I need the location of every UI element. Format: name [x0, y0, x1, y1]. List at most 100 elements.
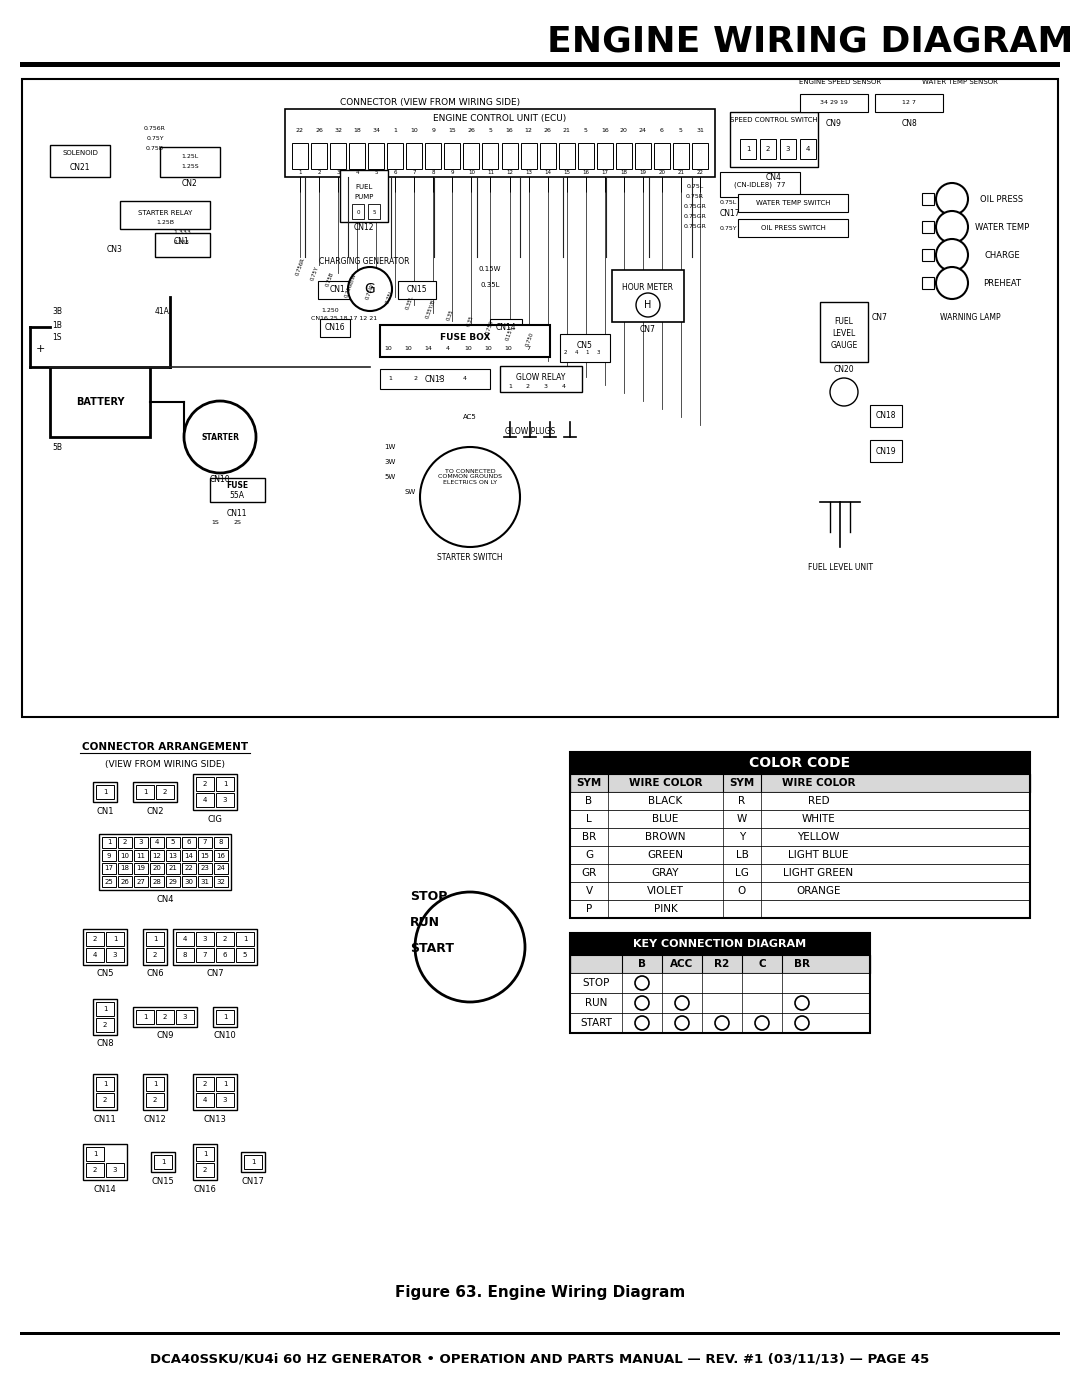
Text: 0.75B: 0.75B	[146, 147, 164, 151]
Text: 0.75Y: 0.75Y	[719, 226, 737, 232]
Text: CN12: CN12	[144, 1115, 166, 1123]
Text: 27: 27	[136, 879, 146, 884]
Bar	[692, 142, 708, 169]
Bar	[320, 319, 350, 337]
Text: B: B	[585, 796, 593, 806]
Text: 10: 10	[410, 129, 418, 134]
Bar	[561, 334, 610, 362]
Text: ACC: ACC	[671, 958, 693, 970]
Bar	[195, 1147, 214, 1161]
Text: 1: 1	[585, 351, 589, 355]
Bar	[156, 233, 210, 257]
Bar	[285, 109, 715, 177]
Text: 1.25B: 1.25B	[156, 219, 174, 225]
Text: 11: 11	[487, 170, 494, 176]
Bar	[198, 837, 212, 848]
Text: 2: 2	[318, 170, 321, 176]
Bar	[738, 194, 848, 212]
Bar	[134, 849, 148, 861]
Text: CN7: CN7	[206, 970, 224, 978]
Bar	[388, 142, 403, 169]
Bar	[106, 949, 124, 963]
Bar	[380, 326, 550, 358]
Text: 34 29 19: 34 29 19	[820, 101, 848, 106]
Text: 3: 3	[336, 170, 340, 176]
Bar	[570, 752, 1030, 774]
Circle shape	[675, 1016, 689, 1030]
Bar	[214, 837, 228, 848]
Text: CN12: CN12	[354, 222, 375, 232]
Text: 1S: 1S	[52, 332, 62, 341]
Bar	[156, 785, 174, 799]
Text: 12: 12	[507, 170, 513, 176]
Text: CN15: CN15	[407, 285, 428, 295]
Text: W: W	[737, 814, 747, 824]
Bar	[198, 849, 212, 861]
Bar	[216, 793, 234, 807]
Bar	[570, 956, 870, 972]
Bar	[83, 1144, 127, 1180]
Text: 22: 22	[697, 170, 703, 176]
Bar	[244, 1155, 262, 1169]
Text: 3: 3	[544, 384, 548, 390]
Text: 0.75L: 0.75L	[386, 289, 395, 305]
Bar	[102, 876, 116, 887]
Bar	[198, 876, 212, 887]
Text: FUSE BOX: FUSE BOX	[440, 332, 490, 341]
Bar	[150, 863, 164, 875]
Text: SPEED CONTROL SWITCH: SPEED CONTROL SWITCH	[730, 117, 818, 123]
Bar	[183, 863, 195, 875]
Bar	[133, 782, 177, 802]
Text: 3: 3	[596, 351, 599, 355]
Bar	[406, 142, 422, 169]
Text: 20: 20	[620, 129, 627, 134]
Text: SYM: SYM	[729, 778, 755, 788]
Text: 2: 2	[103, 1097, 107, 1104]
Text: PREHEAT: PREHEAT	[983, 278, 1021, 288]
Bar	[720, 172, 800, 197]
Text: 3W: 3W	[384, 460, 395, 465]
Text: 5W: 5W	[384, 474, 395, 481]
Text: LG: LG	[735, 868, 748, 877]
Bar	[870, 440, 902, 462]
Text: 9: 9	[107, 852, 111, 859]
Text: WATER TEMP SWITCH: WATER TEMP SWITCH	[756, 200, 831, 205]
Text: 1: 1	[161, 1160, 165, 1165]
Bar	[738, 219, 848, 237]
Text: SYM: SYM	[577, 778, 602, 788]
Text: 4: 4	[154, 840, 159, 845]
Text: 3B: 3B	[52, 307, 62, 317]
Text: 1: 1	[103, 1006, 107, 1011]
Bar	[50, 367, 150, 437]
Bar	[368, 142, 384, 169]
Text: 26: 26	[121, 879, 130, 884]
Text: CN9: CN9	[826, 120, 842, 129]
Bar	[173, 929, 257, 965]
Text: LIGHT GREEN: LIGHT GREEN	[783, 868, 853, 877]
Text: C: C	[758, 958, 766, 970]
Text: GLOW RELAY: GLOW RELAY	[516, 373, 566, 381]
Bar	[540, 142, 555, 169]
Text: TO CONNECTED
COMMON GROUNDS
ELECTRICS ON LY: TO CONNECTED COMMON GROUNDS ELECTRICS ON…	[438, 469, 502, 485]
Text: 41A: 41A	[156, 307, 170, 317]
Text: 8: 8	[183, 951, 187, 958]
Text: (VIEW FROM WIRING SIDE): (VIEW FROM WIRING SIDE)	[105, 760, 225, 768]
Bar	[183, 876, 195, 887]
Text: 5: 5	[373, 210, 376, 215]
Text: 15: 15	[563, 170, 570, 176]
Text: 1: 1	[746, 147, 751, 152]
Text: 15: 15	[448, 129, 456, 134]
Text: CONNECTOR (VIEW FROM WIRING SIDE): CONNECTOR (VIEW FROM WIRING SIDE)	[340, 98, 521, 106]
Text: 2: 2	[203, 781, 207, 787]
Bar	[653, 142, 670, 169]
Text: CN1: CN1	[329, 285, 345, 295]
Text: STARTER RELAY: STARTER RELAY	[138, 210, 192, 217]
Text: 18: 18	[121, 866, 130, 872]
Circle shape	[795, 996, 809, 1010]
Text: START: START	[580, 1018, 612, 1028]
Bar	[160, 147, 220, 177]
Text: 2: 2	[123, 840, 127, 845]
Text: BATTERY: BATTERY	[76, 397, 124, 407]
Text: SOLENOID: SOLENOID	[62, 149, 98, 156]
Bar	[210, 478, 265, 502]
